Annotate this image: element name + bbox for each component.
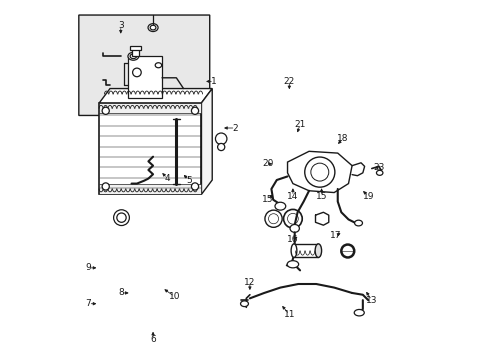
- Circle shape: [287, 213, 298, 224]
- Text: 19: 19: [362, 192, 373, 201]
- Polygon shape: [287, 151, 351, 193]
- Text: 11: 11: [283, 310, 294, 319]
- Circle shape: [341, 244, 353, 257]
- Text: 21: 21: [294, 120, 305, 129]
- Text: 6: 6: [150, 335, 156, 344]
- Circle shape: [264, 210, 282, 227]
- Text: 20: 20: [262, 159, 273, 168]
- Ellipse shape: [155, 63, 162, 68]
- Ellipse shape: [128, 52, 139, 60]
- Circle shape: [304, 157, 334, 187]
- Bar: [99, 103, 201, 113]
- Ellipse shape: [286, 261, 298, 268]
- Ellipse shape: [289, 225, 299, 232]
- Ellipse shape: [376, 170, 382, 175]
- Text: 10: 10: [168, 292, 180, 301]
- Text: 2: 2: [232, 123, 238, 132]
- Text: 9: 9: [85, 264, 91, 273]
- Circle shape: [283, 210, 302, 228]
- Polygon shape: [99, 89, 212, 103]
- Ellipse shape: [314, 244, 321, 257]
- Ellipse shape: [148, 24, 158, 32]
- Bar: [293, 244, 318, 257]
- Text: 18: 18: [337, 134, 348, 143]
- Text: 15: 15: [262, 195, 273, 204]
- Text: 16: 16: [286, 235, 298, 244]
- Text: 1: 1: [211, 77, 217, 86]
- Ellipse shape: [353, 310, 364, 316]
- Ellipse shape: [216, 135, 225, 142]
- Text: 4: 4: [164, 174, 170, 183]
- Bar: [129, 45, 140, 50]
- Text: 23: 23: [372, 163, 384, 172]
- Text: 17: 17: [329, 231, 341, 240]
- Circle shape: [113, 210, 129, 226]
- Circle shape: [268, 214, 278, 224]
- Circle shape: [310, 163, 328, 181]
- Polygon shape: [79, 15, 209, 116]
- Text: 8: 8: [118, 288, 123, 297]
- Circle shape: [102, 183, 109, 190]
- Polygon shape: [201, 89, 212, 194]
- Ellipse shape: [290, 244, 296, 257]
- Circle shape: [191, 107, 198, 114]
- Ellipse shape: [150, 25, 156, 30]
- Circle shape: [191, 183, 198, 190]
- Ellipse shape: [240, 301, 248, 307]
- Circle shape: [132, 68, 141, 77]
- Text: 22: 22: [283, 77, 294, 86]
- Text: 5: 5: [185, 176, 191, 185]
- Text: 15: 15: [315, 192, 326, 201]
- Ellipse shape: [274, 202, 285, 210]
- Circle shape: [102, 107, 109, 114]
- Text: 13: 13: [366, 296, 377, 305]
- Text: 14: 14: [286, 192, 298, 201]
- Circle shape: [215, 133, 226, 144]
- Bar: [128, 56, 162, 98]
- Ellipse shape: [130, 54, 136, 59]
- Text: 3: 3: [118, 21, 123, 30]
- Text: 12: 12: [244, 278, 255, 287]
- Bar: [99, 103, 201, 194]
- Text: 7: 7: [85, 299, 91, 308]
- Circle shape: [217, 143, 224, 150]
- Ellipse shape: [354, 220, 362, 226]
- Circle shape: [117, 213, 126, 222]
- Bar: [131, 48, 139, 56]
- Bar: [99, 184, 201, 194]
